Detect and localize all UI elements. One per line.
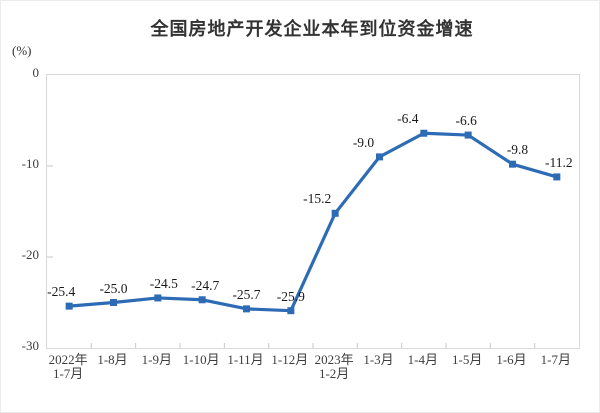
- data-point-marker: [420, 129, 428, 137]
- x-axis-tick-label: 1-8月: [97, 352, 128, 367]
- chart-title: 全国房地产开发企业本年到位资金增速: [150, 19, 474, 39]
- x-axis-tick-label: 1-7月: [540, 352, 571, 367]
- data-point-marker: [376, 153, 383, 161]
- data-point-label: -24.7: [191, 277, 220, 293]
- data-point-marker: [198, 296, 206, 304]
- x-axis-tick-label: 1-12月: [271, 352, 309, 367]
- x-axis-tick-label: 1-9月: [141, 352, 172, 367]
- data-point-marker: [464, 131, 472, 139]
- data-point-marker: [65, 302, 73, 310]
- y-axis-tick-label: -20: [21, 247, 39, 262]
- data-point-label: -6.4: [397, 111, 419, 127]
- x-axis-tick-label: 1-5月: [451, 352, 483, 367]
- data-point-marker: [243, 305, 250, 313]
- data-point-label: -25.4: [47, 284, 76, 300]
- x-axis-tick-label: 1-3月: [363, 352, 394, 367]
- data-point-label: -24.5: [149, 275, 178, 291]
- data-point-marker: [331, 209, 339, 217]
- x-axis-tick-label: 1-6月: [496, 352, 527, 367]
- data-point-label: -9.8: [506, 142, 529, 158]
- data-point-label: -25.7: [232, 286, 261, 302]
- data-point-marker: [154, 294, 162, 302]
- data-point-marker: [509, 160, 516, 168]
- y-axis-tick-label: 0: [32, 65, 40, 80]
- line-chart-canvas: [47, 129, 561, 348]
- data-series-line: [69, 131, 558, 313]
- plot-area: -25.4 -25.0 -24.5 -24.7 -25.7 -25.9 -15.2 -9.0 -…: [46, 74, 580, 349]
- x-axis-tick-label: 2022年 1-7月: [48, 352, 88, 381]
- data-point-label: -9.0: [352, 134, 375, 150]
- x-axis-tick-label: 1-11月: [227, 352, 264, 367]
- data-point-marker: [553, 173, 561, 181]
- x-axis-tick-label: 2023年 1-2月: [314, 352, 354, 381]
- y-axis-tick-label: -30: [21, 338, 39, 353]
- data-point-label: -6.6: [455, 113, 477, 129]
- y-axis-tick-label: -10: [21, 156, 39, 171]
- data-point-label: -25.9: [276, 288, 305, 304]
- data-point-label: -11.2: [545, 154, 573, 170]
- y-axis-unit-label: (%): [12, 43, 32, 58]
- data-point-label: -15.2: [303, 191, 332, 207]
- x-axis-tick-label: 1-10月: [182, 352, 220, 367]
- x-axis-tick-label: 1-4月: [407, 352, 438, 367]
- data-point-marker: [110, 299, 117, 306]
- data-point-marker: [287, 307, 295, 315]
- data-point-label: -25.0: [99, 280, 128, 296]
